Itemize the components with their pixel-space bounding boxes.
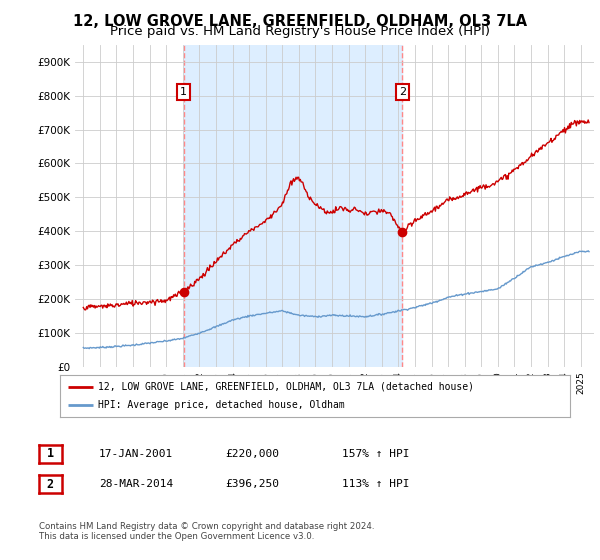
Text: 17-JAN-2001: 17-JAN-2001 [99, 449, 173, 459]
Text: 113% ↑ HPI: 113% ↑ HPI [342, 479, 409, 489]
Text: HPI: Average price, detached house, Oldham: HPI: Average price, detached house, Oldh… [98, 400, 345, 410]
Text: 157% ↑ HPI: 157% ↑ HPI [342, 449, 409, 459]
Bar [184, 45, 403, 367]
Text: 2: 2 [399, 87, 406, 97]
Text: 1: 1 [47, 447, 54, 460]
Text: 12, LOW GROVE LANE, GREENFIELD, OLDHAM, OL3 7LA: 12, LOW GROVE LANE, GREENFIELD, OLDHAM, … [73, 14, 527, 29]
Text: 1: 1 [180, 87, 187, 97]
Text: £396,250: £396,250 [225, 479, 279, 489]
Text: 12, LOW GROVE LANE, GREENFIELD, OLDHAM, OL3 7LA (detached house): 12, LOW GROVE LANE, GREENFIELD, OLDHAM, … [98, 382, 474, 392]
Text: £220,000: £220,000 [225, 449, 279, 459]
Text: 28-MAR-2014: 28-MAR-2014 [99, 479, 173, 489]
Text: 2: 2 [47, 478, 54, 491]
Text: Price paid vs. HM Land Registry's House Price Index (HPI): Price paid vs. HM Land Registry's House … [110, 25, 490, 38]
Text: Contains HM Land Registry data © Crown copyright and database right 2024.
This d: Contains HM Land Registry data © Crown c… [39, 522, 374, 542]
